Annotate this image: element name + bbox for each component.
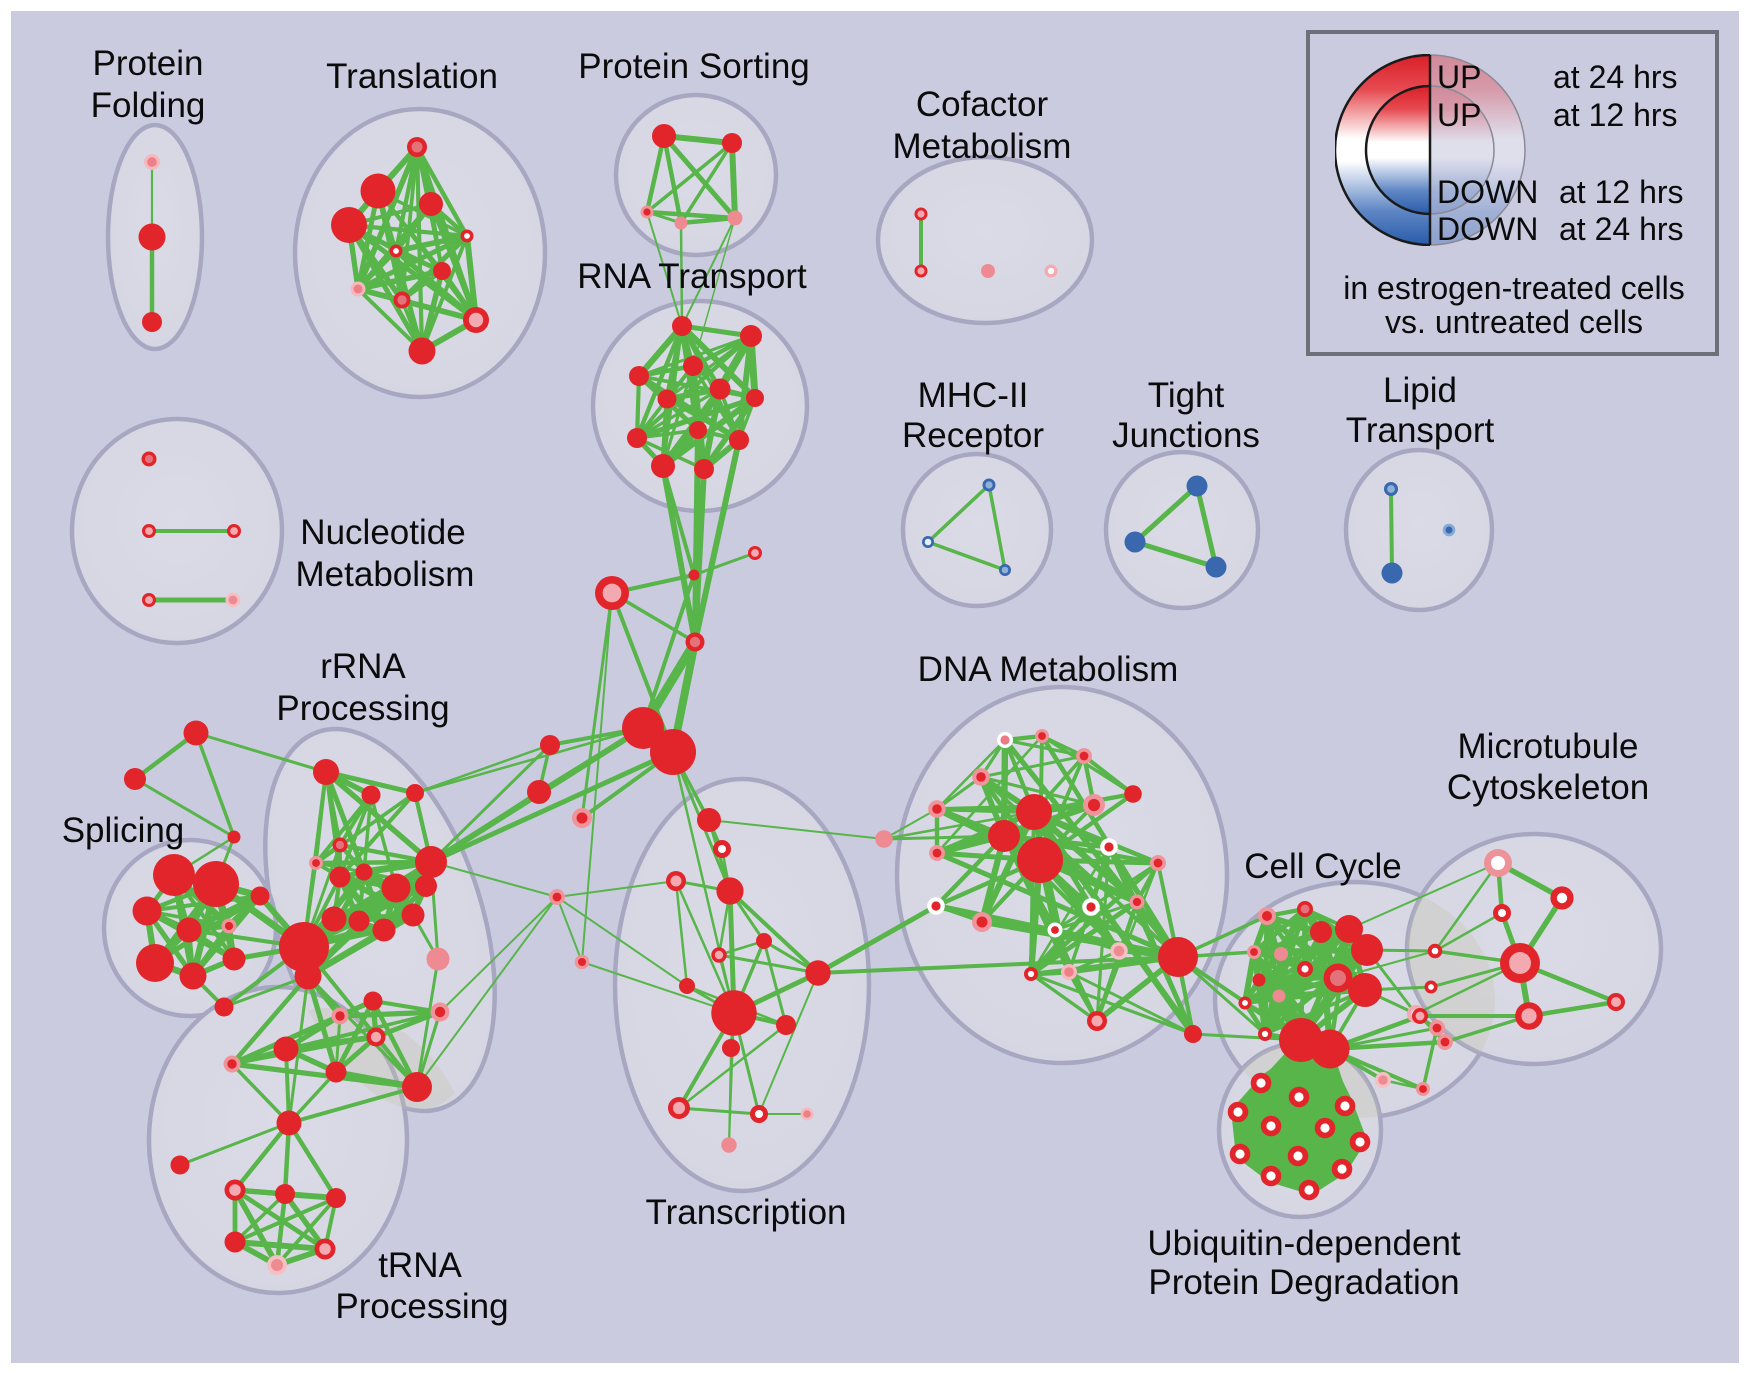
svg-text:Translation: Translation (326, 57, 498, 96)
svg-text:in estrogen-treated cells: in estrogen-treated cells (1343, 270, 1685, 306)
svg-text:Protein Degradation: Protein Degradation (1148, 1263, 1459, 1302)
svg-text:Protein Sorting: Protein Sorting (578, 47, 810, 86)
svg-text:at 12 hrs: at 12 hrs (1553, 97, 1678, 133)
svg-text:Lipid: Lipid (1383, 371, 1457, 410)
svg-text:Metabolism: Metabolism (296, 555, 475, 594)
svg-text:Tight: Tight (1148, 376, 1225, 415)
svg-text:Transcription: Transcription (646, 1193, 847, 1232)
svg-text:Receptor: Receptor (902, 416, 1044, 455)
svg-text:Cell Cycle: Cell Cycle (1244, 847, 1402, 886)
svg-text:tRNA: tRNA (378, 1246, 462, 1285)
svg-text:rRNA: rRNA (320, 647, 406, 686)
svg-text:MHC-II: MHC-II (918, 376, 1029, 415)
svg-text:RNA Transport: RNA Transport (577, 257, 807, 296)
svg-text:Metabolism: Metabolism (893, 127, 1072, 166)
svg-text:Folding: Folding (91, 86, 206, 125)
svg-text:UP: UP (1437, 59, 1481, 95)
svg-text:DNA Metabolism: DNA Metabolism (918, 650, 1179, 689)
svg-text:Processing: Processing (276, 689, 449, 728)
svg-text:Junctions: Junctions (1112, 416, 1260, 455)
svg-text:Nucleotide: Nucleotide (300, 513, 465, 552)
svg-text:Protein: Protein (93, 44, 204, 83)
svg-text:vs. untreated cells: vs. untreated cells (1385, 304, 1643, 340)
svg-text:Splicing: Splicing (62, 811, 185, 850)
svg-text:Microtubule: Microtubule (1458, 727, 1639, 766)
svg-text:Cofactor: Cofactor (916, 85, 1049, 124)
svg-text:at 24 hrs: at 24 hrs (1553, 59, 1678, 95)
svg-text:Ubiquitin-dependent: Ubiquitin-dependent (1147, 1224, 1461, 1263)
svg-text:Transport: Transport (1346, 411, 1495, 450)
svg-text:DOWN: DOWN (1437, 174, 1538, 210)
svg-text:DOWN: DOWN (1437, 211, 1538, 247)
svg-text:at 12 hrs: at 12 hrs (1559, 174, 1684, 210)
svg-text:UP: UP (1437, 97, 1481, 133)
svg-text:Cytoskeleton: Cytoskeleton (1447, 768, 1649, 807)
svg-text:at 24 hrs: at 24 hrs (1559, 211, 1684, 247)
svg-text:Processing: Processing (335, 1287, 508, 1326)
